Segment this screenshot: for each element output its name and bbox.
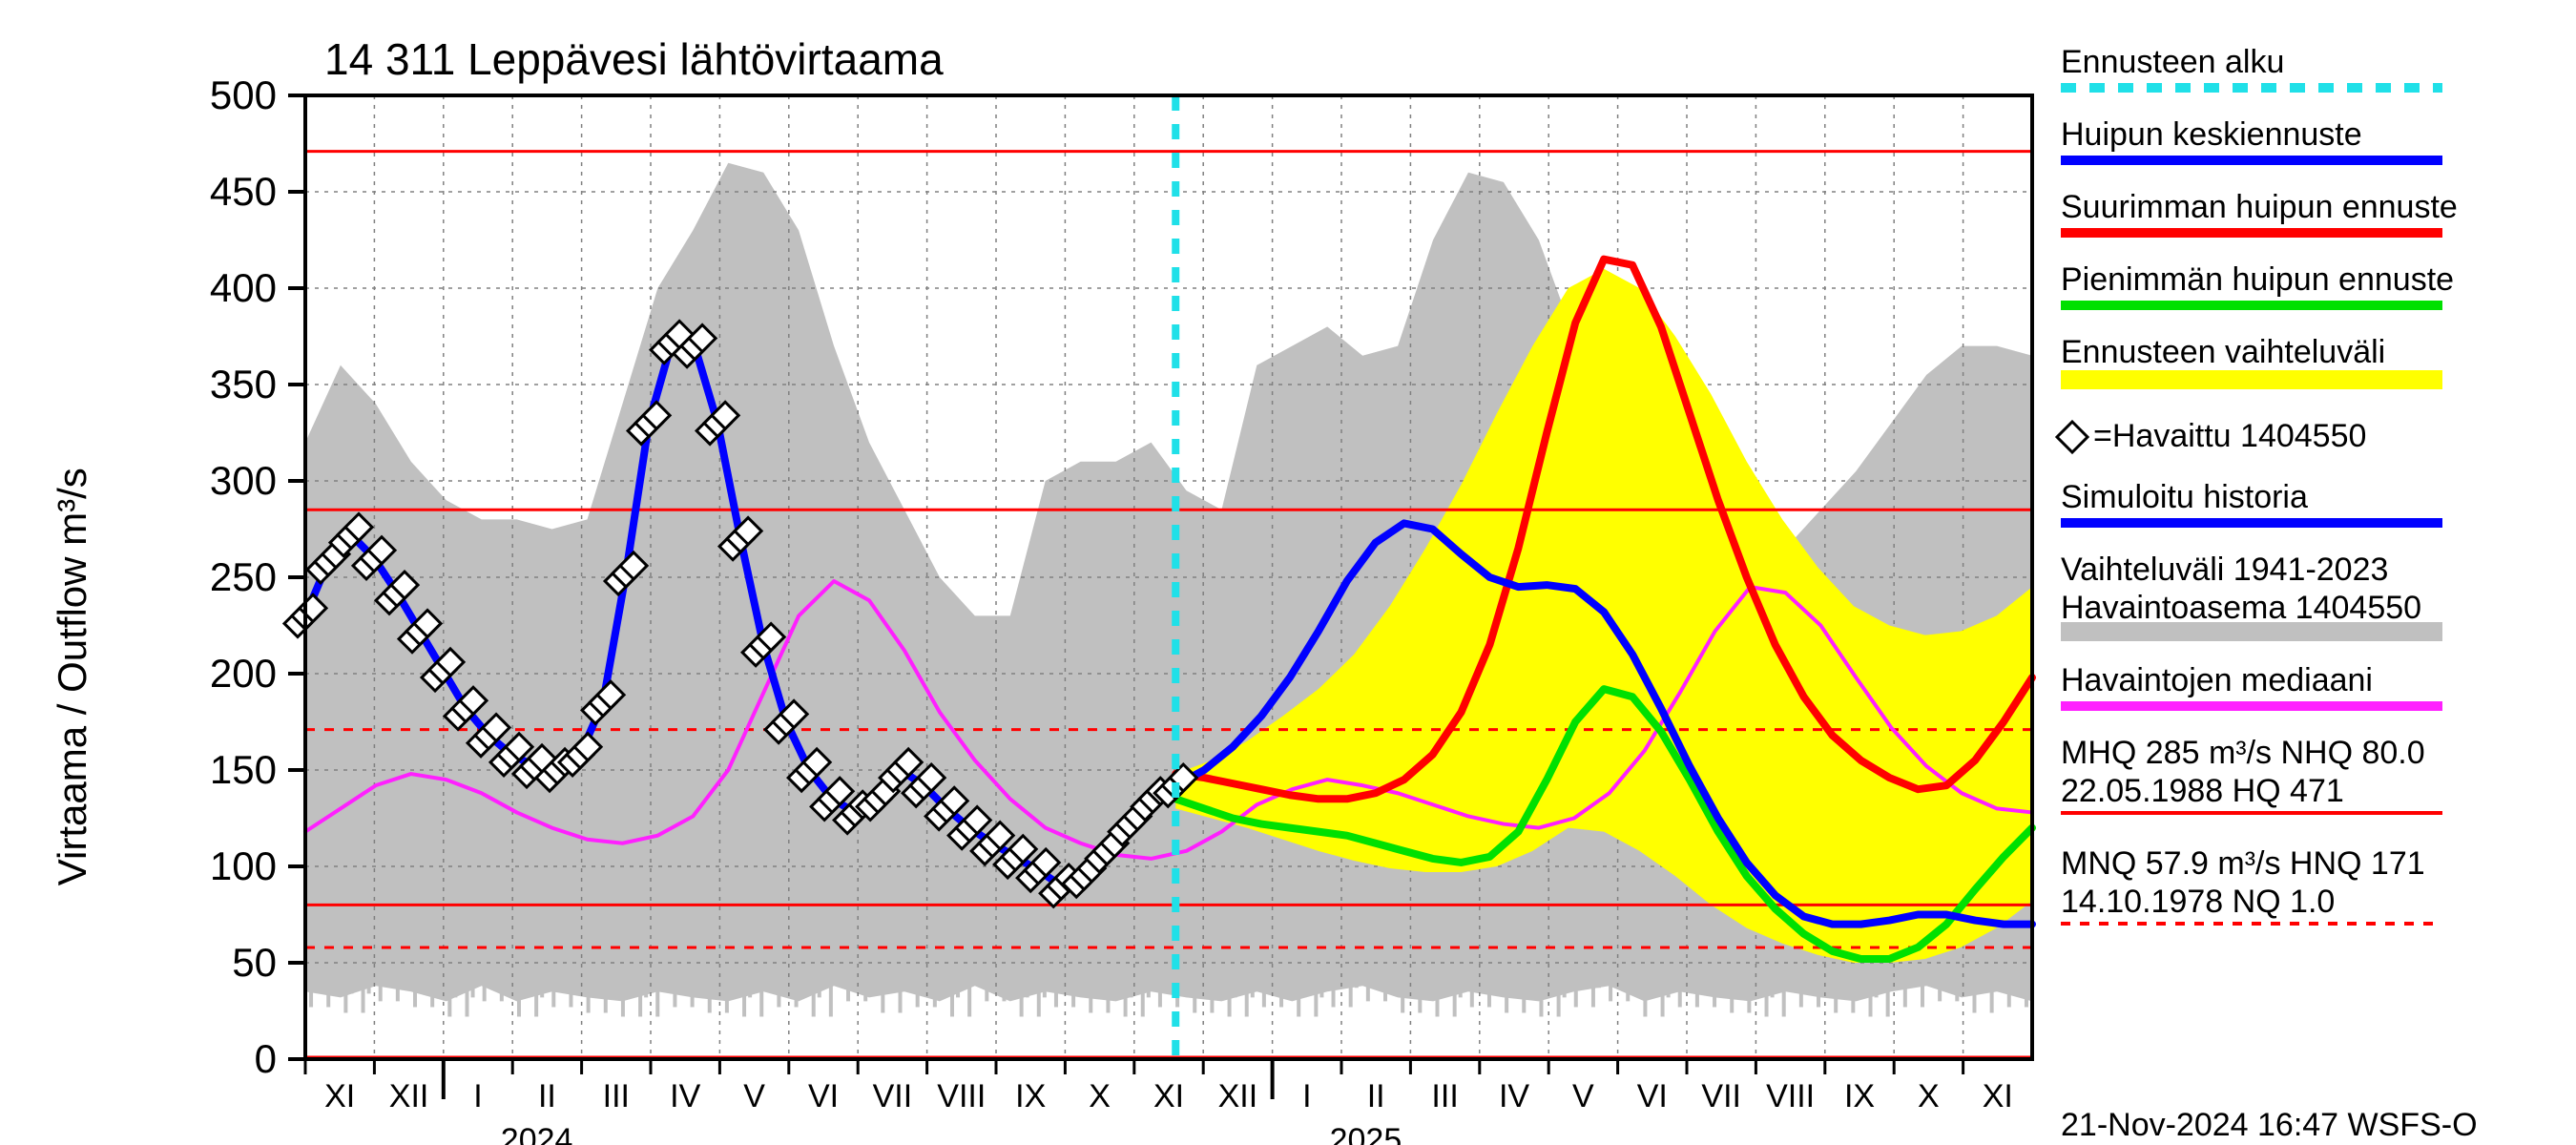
svg-text:XI: XI: [1983, 1078, 2013, 1114]
svg-text:50: 50: [232, 940, 277, 985]
svg-text:500: 500: [210, 73, 277, 117]
hydrograph-chart: 0 50 100 150 200 250 300 350 400 450 500 Virtaama /…: [0, 0, 2576, 1145]
svg-text:100: 100: [210, 843, 277, 888]
svg-text:Ennusteen alku: Ennusteen alku: [2061, 44, 2284, 80]
svg-text:XII: XII: [389, 1078, 429, 1114]
svg-text:300: 300: [210, 458, 277, 503]
svg-text:VI: VI: [808, 1078, 839, 1114]
svg-text:250: 250: [210, 554, 277, 599]
svg-text:II: II: [538, 1078, 556, 1114]
svg-text:400: 400: [210, 265, 277, 310]
svg-text:Ennusteen vaihteluväli: Ennusteen vaihteluväli: [2061, 334, 2385, 370]
svg-text:IV: IV: [1499, 1078, 1529, 1114]
svg-text:2024: 2024: [501, 1122, 573, 1145]
svg-text:I: I: [473, 1078, 482, 1114]
svg-text:II: II: [1367, 1078, 1385, 1114]
svg-text:Simuloitu historia: Simuloitu historia: [2061, 479, 2308, 515]
svg-text:XI: XI: [324, 1078, 355, 1114]
svg-text:Havaintoasema 1404550: Havaintoasema 1404550: [2061, 590, 2421, 626]
svg-text:450: 450: [210, 169, 277, 214]
svg-text:IV: IV: [670, 1078, 700, 1114]
svg-text:III: III: [1431, 1078, 1458, 1114]
svg-text:X: X: [1918, 1078, 1940, 1114]
svg-text:X: X: [1089, 1078, 1111, 1114]
svg-text:0: 0: [255, 1036, 277, 1081]
svg-text:MHQ 285 m³/s NHQ 80.0: MHQ 285 m³/s NHQ 80.0: [2061, 735, 2425, 771]
svg-text:=Havaittu 1404550: =Havaittu 1404550: [2093, 418, 2366, 454]
svg-text:21-Nov-2024 16:47 WSFS-O: 21-Nov-2024 16:47 WSFS-O: [2061, 1107, 2478, 1143]
svg-text:14.10.1978 NQ 1.0: 14.10.1978 NQ 1.0: [2061, 884, 2335, 920]
svg-text:VII: VII: [873, 1078, 913, 1114]
svg-text:VIII: VIII: [937, 1078, 986, 1114]
chart-svg: 0 50 100 150 200 250 300 350 400 450 500 Virtaama /…: [0, 0, 2576, 1145]
svg-text:VII: VII: [1701, 1078, 1741, 1114]
svg-text:2025: 2025: [1330, 1122, 1402, 1145]
svg-text:IX: IX: [1015, 1078, 1046, 1114]
svg-text:XII: XII: [1218, 1078, 1258, 1114]
svg-text:VI: VI: [1637, 1078, 1668, 1114]
svg-text:XI: XI: [1153, 1078, 1184, 1114]
svg-text:Pienimmän huipun ennuste: Pienimmän huipun ennuste: [2061, 261, 2454, 298]
svg-text:IX: IX: [1844, 1078, 1875, 1114]
svg-text:III: III: [603, 1078, 630, 1114]
svg-text:350: 350: [210, 362, 277, 406]
svg-text:Huipun keskiennuste: Huipun keskiennuste: [2061, 116, 2362, 153]
svg-text:I: I: [1302, 1078, 1311, 1114]
svg-text:Havaintojen mediaani: Havaintojen mediaani: [2061, 662, 2373, 698]
svg-text:22.05.1988 HQ 471: 22.05.1988 HQ 471: [2061, 773, 2344, 809]
svg-text:VIII: VIII: [1766, 1078, 1815, 1114]
svg-text:14 311 Leppävesi lähtövirtaama: 14 311 Leppävesi lähtövirtaama: [324, 34, 944, 84]
svg-text:V: V: [1572, 1078, 1594, 1114]
svg-text:V: V: [743, 1078, 765, 1114]
svg-text:Suurimman huipun ennuste: Suurimman huipun ennuste: [2061, 189, 2458, 225]
svg-text:Virtaama / Outflow m³/s: Virtaama / Outflow m³/s: [50, 468, 94, 885]
svg-text:MNQ 57.9 m³/s HNQ 171: MNQ 57.9 m³/s HNQ 171: [2061, 845, 2425, 882]
svg-text:200: 200: [210, 651, 277, 696]
svg-text:Vaihteluväli 1941-2023: Vaihteluväli 1941-2023: [2061, 552, 2388, 588]
svg-text:150: 150: [210, 747, 277, 792]
